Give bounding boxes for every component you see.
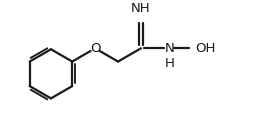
Text: NH: NH	[131, 2, 151, 15]
Text: OH: OH	[196, 42, 216, 55]
Text: N: N	[164, 42, 174, 55]
Text: H: H	[164, 57, 174, 70]
Text: O: O	[90, 42, 100, 55]
